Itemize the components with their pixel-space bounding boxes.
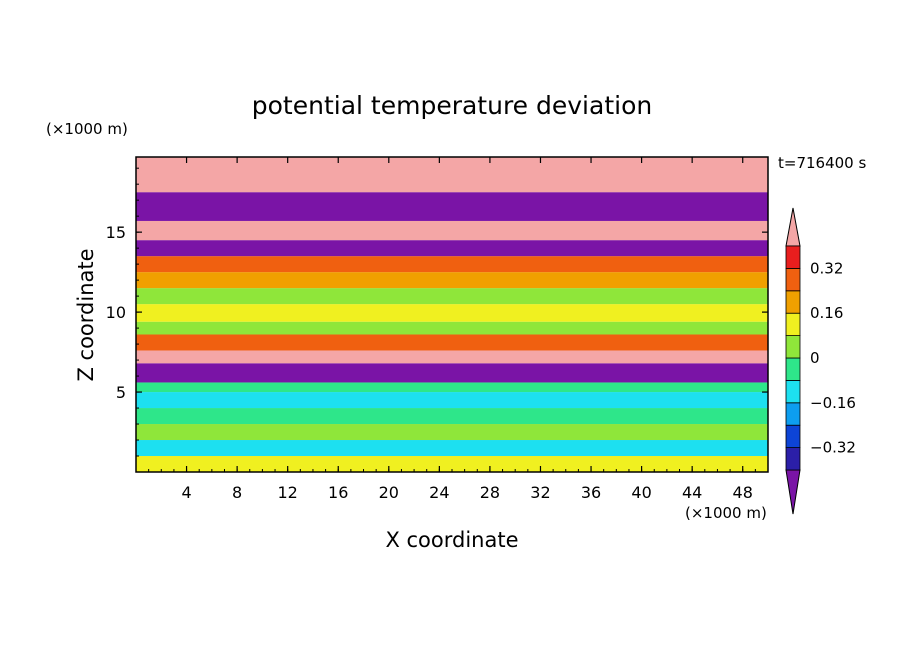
field-band-1 [136,440,768,457]
colorbar-tick-label: −0.32 [810,439,856,457]
x-tick-label: 32 [530,483,550,502]
colorbar-tick-label: 0 [810,349,820,367]
field-band-15 [136,220,768,241]
field-band-17 [136,157,768,193]
colorbar-tick-label: −0.16 [810,394,856,412]
colorbar-swatch [785,402,801,426]
colorbar-swatch [785,357,801,381]
y-tick-label: 5 [116,383,126,402]
x-tick-label: 28 [480,483,500,502]
x-tick-label: 8 [232,483,242,502]
field-band-3 [136,408,768,425]
x-tick-label: 16 [328,483,348,502]
contour-field [136,157,768,472]
colorbar-tick-label: 0.16 [810,304,843,322]
x-unit-label: (×1000 m) [685,504,767,522]
field-band-2 [136,424,768,441]
field-band-7 [136,350,768,364]
colorbar-bottom-arrow [785,469,801,515]
field-band-5 [136,382,768,393]
field-band-8 [136,334,768,351]
colorbar-tick-label: 0.32 [810,259,843,277]
field-band-13 [136,256,768,273]
field-band-4 [136,392,768,409]
colorbar-swatch [785,335,801,359]
x-tick-label: 20 [379,483,399,502]
colorbar-swatch [785,379,801,404]
field-band-12 [136,272,768,289]
x-tick-label: 12 [278,483,298,502]
field-band-0 [136,456,768,472]
field-band-6 [136,363,768,383]
x-tick-label: 44 [682,483,702,502]
colorbar: 0.32 0.16 0 −0.16 −0.32 [785,207,856,515]
x-tick-label: 24 [429,483,449,502]
colorbar-swatch [785,245,801,269]
colorbar-top-arrow [785,207,801,247]
x-tick-label: 36 [581,483,601,502]
chart-title: potential temperature deviation [252,91,652,120]
colorbar-swatch [785,312,801,337]
field-band-9 [136,321,768,335]
x-tick-label: 40 [631,483,651,502]
colorbar-swatch [785,267,801,292]
colorbar-swatch [785,447,801,471]
field-band-11 [136,288,768,305]
x-tick-label: 4 [181,483,191,502]
x-tick-label: 48 [733,483,753,502]
field-band-14 [136,240,768,257]
y-tick-label: 15 [106,223,126,242]
y-unit-label: (×1000 m) [46,120,128,138]
colorbar-swatch [785,290,801,314]
field-band-16 [136,192,768,221]
time-label: t=716400 s [778,154,866,172]
y-axis-label: Z coordinate [74,248,98,381]
field-band-10 [136,304,768,322]
colorbar-swatch [785,424,801,449]
y-tick-label: 10 [106,303,126,322]
plot-frame [135,156,769,473]
x-axis-label: X coordinate [385,528,518,552]
